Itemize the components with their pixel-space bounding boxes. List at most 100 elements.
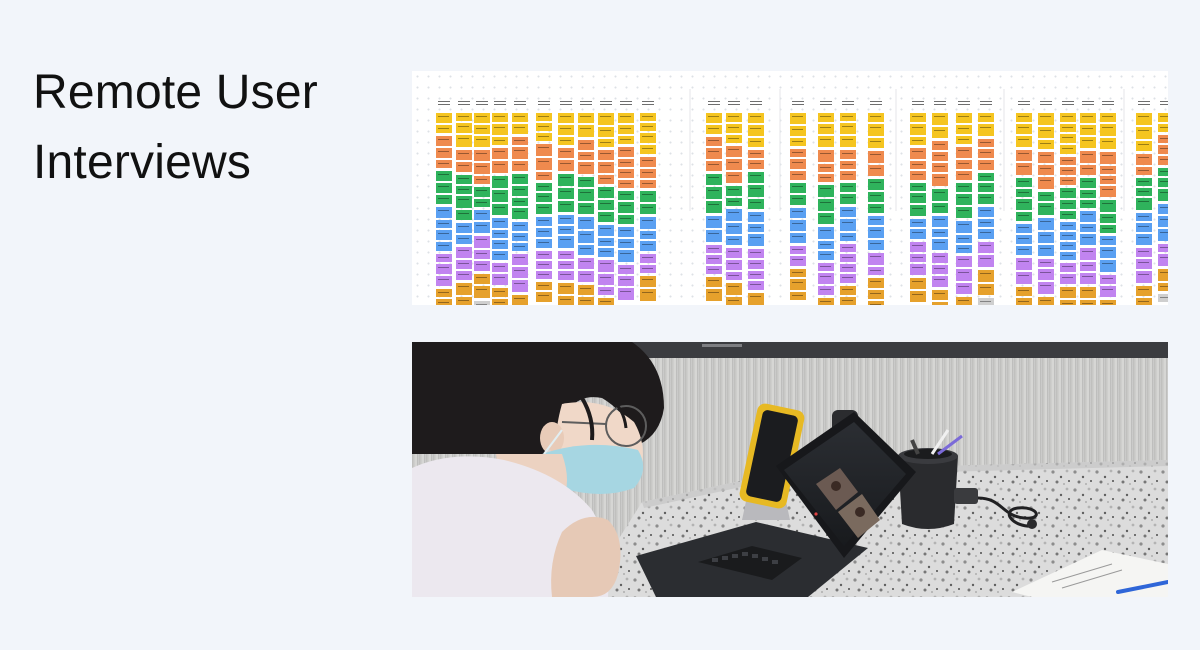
sticky-note: [790, 233, 806, 243]
sticky-note-text-line: [1082, 181, 1093, 182]
sticky-note-text-line: [1018, 127, 1029, 128]
sticky-note-text-line: [842, 247, 853, 248]
sticky-note-text-line: [476, 304, 487, 305]
sticky-note: [640, 265, 656, 273]
column-header-line: [600, 104, 612, 105]
column-header-line: [642, 104, 654, 105]
sticky-note: [1158, 269, 1168, 281]
sticky-note: [748, 260, 764, 269]
column-header-line: [538, 104, 550, 105]
sticky-note-text-line: [958, 272, 969, 273]
sticky-note: [598, 298, 614, 305]
sticky-note-text-line: [912, 245, 923, 246]
sticky-note-text-line: [792, 198, 803, 199]
sticky-note: [512, 147, 528, 159]
sticky-note-text-line: [560, 299, 571, 300]
sticky-note-text-line: [1160, 159, 1168, 160]
sticky-note-text-line: [842, 164, 853, 165]
participant-hair: [412, 342, 664, 454]
sticky-note: [578, 113, 594, 123]
sticky-note: [706, 277, 722, 287]
sticky-note-text-line: [1062, 148, 1073, 149]
sticky-note-text-line: [820, 188, 831, 189]
sticky-note-text-line: [514, 257, 525, 258]
sticky-note: [640, 191, 656, 202]
sticky-note-text-line: [1062, 303, 1073, 304]
sticky-note-text-line: [438, 139, 449, 140]
sticky-note-text-line: [728, 226, 739, 227]
sticky-note-text-line: [708, 233, 719, 234]
sticky-note-text-line: [620, 150, 631, 151]
sticky-note: [1060, 157, 1076, 165]
sticky-note: [640, 289, 656, 301]
sticky-note: [868, 301, 884, 305]
sticky-note-text-line: [934, 130, 945, 131]
sticky-note: [618, 113, 634, 123]
sticky-note-text-line: [958, 197, 969, 198]
sticky-note: [474, 125, 490, 134]
sticky-note-text-line: [620, 242, 631, 243]
sticky-note-text-line: [728, 275, 739, 276]
sticky-note: [492, 288, 508, 297]
sticky-note-text-line: [458, 263, 469, 264]
column-header-line: [792, 104, 804, 105]
sticky-note-text-line: [792, 223, 803, 224]
sticky-note-text-line: [580, 220, 591, 221]
sticky-note: [618, 288, 634, 300]
sticky-note-text-line: [458, 300, 469, 301]
sticky-note: [910, 161, 926, 169]
sticky-note-text-line: [912, 164, 923, 165]
sticky-note: [1080, 190, 1096, 198]
sticky-note-text-line: [820, 177, 831, 178]
sticky-note: [436, 136, 452, 146]
sticky-note-text-line: [1018, 215, 1029, 216]
sticky-note: [1100, 247, 1116, 258]
sticky-note-text-line: [728, 201, 739, 202]
sticky-note: [1080, 151, 1096, 163]
sticky-note: [868, 204, 884, 213]
sticky-note-text-line: [642, 292, 653, 293]
sticky-note: [558, 201, 574, 212]
sticky-note-text-line: [494, 291, 505, 292]
sticky-note-text-line: [560, 163, 571, 164]
sticky-note-text-line: [980, 186, 991, 187]
column-header-line: [934, 101, 946, 102]
sticky-note-text-line: [438, 116, 449, 117]
sticky-note: [1158, 135, 1168, 143]
sticky-note-text-line: [580, 288, 591, 289]
sticky-note: [1080, 211, 1096, 222]
sticky-note-text-line: [1102, 263, 1113, 264]
sticky-note-text-line: [820, 266, 831, 267]
sticky-note-text-line: [792, 282, 803, 283]
sticky-note: [536, 292, 552, 302]
sticky-note-text-line: [728, 251, 739, 252]
sticky-note: [840, 171, 856, 180]
sticky-note-text-line: [934, 242, 945, 243]
sticky-note: [748, 249, 764, 258]
sticky-note-text-line: [620, 139, 631, 140]
sticky-note: [818, 286, 834, 295]
sticky-note: [1080, 287, 1096, 298]
sticky-note: [932, 163, 948, 172]
sticky-note: [536, 282, 552, 290]
sticky-note: [492, 204, 508, 215]
sticky-note: [868, 113, 884, 122]
sticky-note-text-line: [1138, 274, 1149, 275]
sticky-note-text-line: [1082, 116, 1093, 117]
sticky-note-text-line: [580, 128, 591, 129]
sticky-note: [956, 221, 972, 233]
sticky-note: [790, 256, 806, 266]
sticky-note-text-line: [560, 128, 571, 129]
sticky-note-text-line: [538, 186, 549, 187]
sticky-note: [1158, 216, 1168, 227]
sticky-note-text-line: [514, 298, 525, 299]
sticky-note-text-line: [728, 127, 739, 128]
sticky-note: [512, 186, 528, 196]
sticky-note-text-line: [494, 207, 505, 208]
sticky-note: [818, 113, 834, 122]
sticky-note-text-line: [792, 186, 803, 187]
sticky-note-text-line: [1040, 155, 1051, 156]
sticky-note-text-line: [1138, 130, 1149, 131]
sticky-note-text-line: [750, 215, 761, 216]
sticky-note-text-line: [476, 239, 487, 240]
